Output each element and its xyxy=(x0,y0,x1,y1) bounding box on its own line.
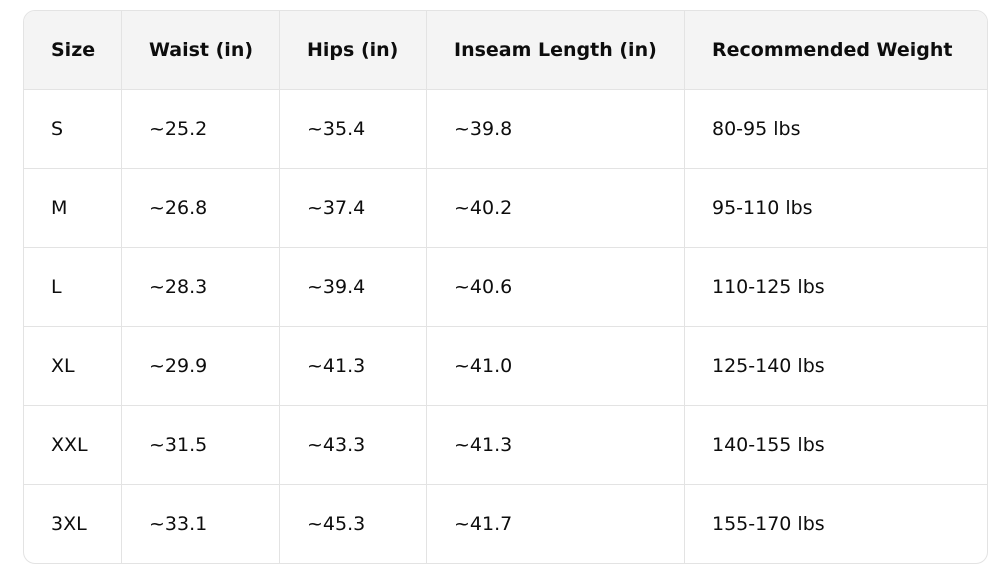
table-cell: 140-155 lbs xyxy=(684,405,987,485)
table-cell: L xyxy=(24,247,122,327)
table-cell: ~39.8 xyxy=(426,89,685,169)
table-cell: 3XL xyxy=(24,484,122,563)
table-cell: XL xyxy=(24,326,122,406)
header-cell: Waist (in) xyxy=(121,11,280,90)
table-row: S ~25.2 ~35.4 ~39.8 80-95 lbs xyxy=(24,89,987,169)
table-cell: ~31.5 xyxy=(121,405,280,485)
table-cell: ~41.3 xyxy=(426,405,685,485)
table-row: M ~26.8 ~37.4 ~40.2 95-110 lbs xyxy=(24,168,987,248)
table-cell: ~41.7 xyxy=(426,484,685,563)
table-cell: 80-95 lbs xyxy=(684,89,987,169)
table-cell: ~43.3 xyxy=(279,405,427,485)
table-cell: 110-125 lbs xyxy=(684,247,987,327)
table-cell: ~40.6 xyxy=(426,247,685,327)
table-cell: 125-140 lbs xyxy=(684,326,987,406)
header-cell: Recommended Weight xyxy=(684,11,987,90)
size-table: Size Waist (in) Hips (in) Inseam Length (in… xyxy=(24,11,987,563)
table-cell: S xyxy=(24,89,122,169)
table-cell: ~40.2 xyxy=(426,168,685,248)
table-cell: ~33.1 xyxy=(121,484,280,563)
table-row: XXL ~31.5 ~43.3 ~41.3 140-155 lbs xyxy=(24,405,987,485)
table-cell: 155-170 lbs xyxy=(684,484,987,563)
table-cell: ~28.3 xyxy=(121,247,280,327)
table-row: L ~28.3 ~39.4 ~40.6 110-125 lbs xyxy=(24,247,987,327)
table-cell: ~35.4 xyxy=(279,89,427,169)
header-cell: Inseam Length (in) xyxy=(426,11,685,90)
header-cell: Size xyxy=(24,11,122,90)
table-cell: ~25.2 xyxy=(121,89,280,169)
table-cell: ~41.3 xyxy=(279,326,427,406)
table-cell: 95-110 lbs xyxy=(684,168,987,248)
table-cell: XXL xyxy=(24,405,122,485)
table-cell: M xyxy=(24,168,122,248)
table-cell: ~29.9 xyxy=(121,326,280,406)
table-cell: ~37.4 xyxy=(279,168,427,248)
table-cell: ~26.8 xyxy=(121,168,280,248)
table-row: XL ~29.9 ~41.3 ~41.0 125-140 lbs xyxy=(24,326,987,406)
table-cell: ~45.3 xyxy=(279,484,427,563)
table-header: Size Waist (in) Hips (in) Inseam Length (in… xyxy=(24,11,987,90)
table-container: Size Waist (in) Hips (in) Inseam Length (in… xyxy=(23,10,988,564)
table-row: 3XL ~33.1 ~45.3 ~41.7 155-170 lbs xyxy=(24,484,987,563)
header-row: Size Waist (in) Hips (in) Inseam Length (in… xyxy=(24,11,987,90)
table-cell: ~39.4 xyxy=(279,247,427,327)
table-cell: ~41.0 xyxy=(426,326,685,406)
header-cell: Hips (in) xyxy=(279,11,427,90)
table-body: S ~25.2 ~35.4 ~39.8 80-95 lbs M ~26.8 ~37.4 ~40.… xyxy=(24,89,987,563)
